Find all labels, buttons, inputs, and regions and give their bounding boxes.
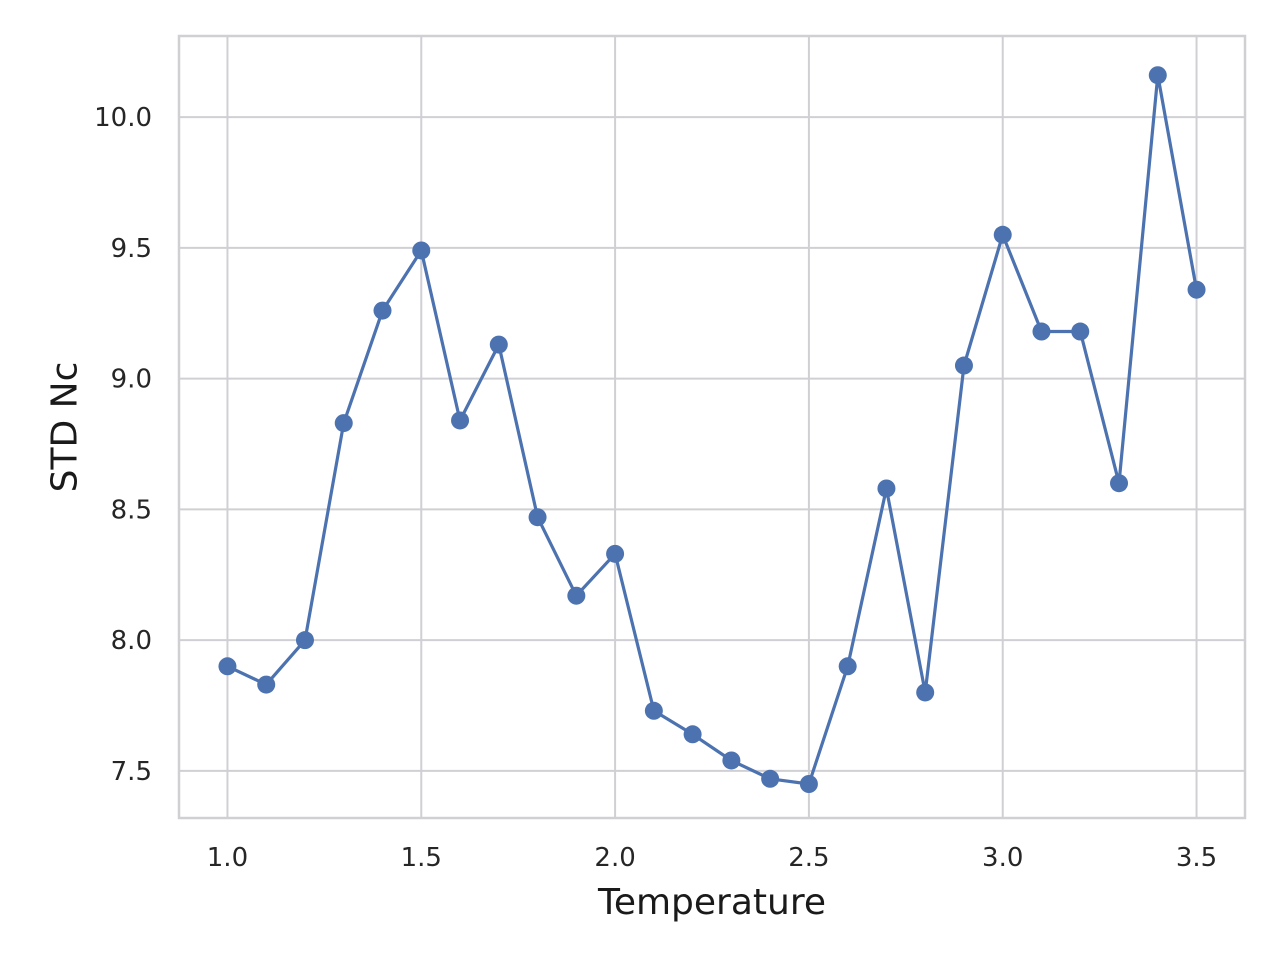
data-point — [1110, 474, 1129, 493]
data-point — [373, 301, 392, 320]
data-point — [528, 508, 547, 527]
data-point — [451, 411, 470, 430]
data-point — [567, 586, 586, 605]
data-point — [1071, 322, 1090, 341]
data-point — [489, 335, 508, 354]
data-point — [412, 241, 431, 260]
data-point — [683, 725, 702, 744]
data-point — [644, 701, 663, 720]
y-tick-label: 8.5 — [111, 495, 152, 525]
x-tick-label: 3.0 — [982, 843, 1023, 873]
series-line — [226, 73, 1199, 786]
data-point — [334, 414, 353, 433]
data-point — [838, 657, 857, 676]
data-point — [218, 657, 237, 676]
y-tick-label: 9.5 — [111, 234, 152, 264]
data-point — [722, 751, 741, 770]
data-point — [916, 683, 935, 702]
x-axis-label: Temperature — [597, 882, 826, 923]
x-tick-label: 2.5 — [788, 843, 829, 873]
x-tick-label: 3.5 — [1176, 843, 1217, 873]
data-point — [993, 225, 1012, 244]
data-point — [799, 775, 818, 793]
series-layer — [218, 66, 1206, 793]
data-point — [1032, 322, 1051, 341]
y-tick-label: 10.0 — [94, 103, 152, 133]
x-tick-label: 1.0 — [207, 843, 248, 873]
data-point — [1148, 66, 1167, 85]
data-point — [761, 769, 780, 788]
y-gridlines — [179, 116, 1245, 772]
plot-frame — [177, 34, 1247, 820]
data-point — [257, 675, 276, 694]
y-tick-label: 8.0 — [111, 626, 152, 656]
x-tick-label: 1.5 — [401, 843, 442, 873]
data-point — [877, 479, 896, 498]
data-point — [954, 356, 973, 375]
y-axis-label: STD Nc — [45, 362, 86, 493]
data-point — [606, 544, 625, 563]
data-point — [295, 631, 314, 650]
x-tick-labels: 1.0 1.5 2.0 2.5 3.0 3.5 — [207, 843, 1217, 873]
y-tick-label: 9.0 — [111, 365, 152, 395]
x-tick-label: 2.0 — [594, 843, 635, 873]
y-tick-label: 7.5 — [111, 757, 152, 787]
data-point — [1187, 280, 1206, 299]
x-gridlines — [226, 36, 1198, 818]
y-tick-labels: 7.5 8.0 8.5 9.0 9.5 10.0 — [94, 103, 152, 787]
